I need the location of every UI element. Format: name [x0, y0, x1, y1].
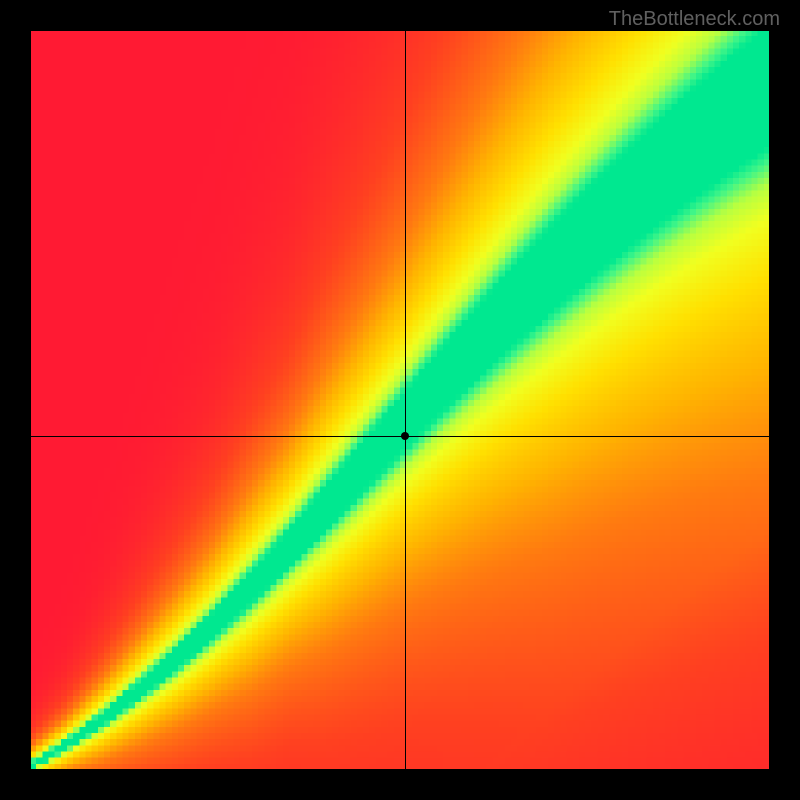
crosshair-horizontal: [30, 436, 770, 437]
heatmap-canvas: [30, 30, 770, 770]
heatmap-plot: [30, 30, 770, 770]
crosshair-point: [401, 432, 409, 440]
crosshair-vertical: [405, 30, 406, 770]
watermark-text: TheBottleneck.com: [609, 8, 780, 31]
